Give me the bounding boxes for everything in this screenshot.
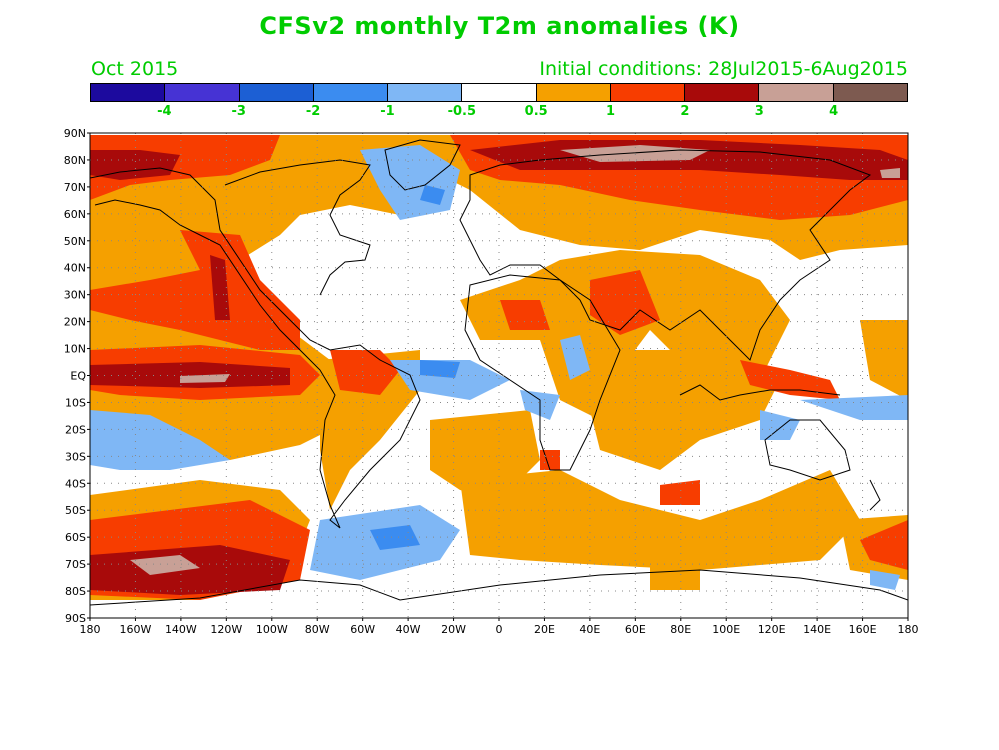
colorbar-label: 0.5 <box>524 104 548 119</box>
longitude-tick-label: 140W <box>165 623 197 636</box>
colorbar-swatch <box>313 84 389 101</box>
longitude-ticks: 180 160W 140W 120W 100W 80W 60W 40W 20W 0 20E 40E 60… <box>80 618 919 636</box>
colorbar-swatch <box>165 84 240 101</box>
latitude-tick-label: 70N <box>64 181 86 194</box>
colorbar-labels: -4 -3 -2 -1 -0.5 0.5 1 2 3 4 <box>90 104 908 122</box>
colorbar-swatch <box>388 84 463 101</box>
anomaly-field <box>90 133 908 618</box>
colorbar-label: -3 <box>231 104 246 119</box>
longitude-tick-label: 60E <box>625 623 646 636</box>
latitude-tick-label: 20S <box>65 423 86 436</box>
anomaly-band-blue <box>370 185 460 550</box>
latitude-tick-label: 40N <box>64 262 86 275</box>
latitude-tick-label: 20N <box>64 316 86 329</box>
latitude-tick-label: 40S <box>65 477 86 490</box>
longitude-tick-label: 40W <box>396 623 421 636</box>
latitude-tick-label: 50N <box>64 235 86 248</box>
colorbar-label: 4 <box>829 104 839 119</box>
colorbar-swatch <box>685 84 760 101</box>
colorbar-swatch <box>833 84 907 101</box>
latitude-tick-label: 60S <box>65 531 86 544</box>
longitude-tick-label: 160W <box>120 623 152 636</box>
longitude-tick-label: 20E <box>534 623 555 636</box>
latitude-tick-label: 80S <box>65 585 86 598</box>
longitude-tick-label: 20W <box>441 623 466 636</box>
colorbar-label: -4 <box>157 104 172 119</box>
colorbar-label: -1 <box>380 104 395 119</box>
colorbar-swatch <box>462 84 537 101</box>
latitude-tick-label: 10S <box>65 396 86 409</box>
colorbar-label: 2 <box>680 104 690 119</box>
longitude-tick-label: 80E <box>670 623 691 636</box>
longitude-tick-label: 160E <box>849 623 877 636</box>
anomaly-band-lightblue <box>90 145 908 590</box>
latitude-tick-label: 30N <box>64 289 86 302</box>
colorbar-swatch <box>759 84 834 101</box>
longitude-tick-label: 100W <box>256 623 288 636</box>
coastlines <box>90 139 908 606</box>
colorbar-swatch <box>536 84 611 101</box>
valid-month-label: Oct 2015 <box>91 58 179 80</box>
latitude-tick-label: 80N <box>64 154 86 167</box>
longitude-tick-label: 120E <box>758 623 786 636</box>
colorbar-label: -2 <box>305 104 321 119</box>
longitude-tick-label: 180 <box>898 623 919 636</box>
initial-conditions-label: Initial conditions: 28Jul2015-6Aug2015 <box>539 58 908 80</box>
longitude-tick-label: 120W <box>210 623 242 636</box>
latitude-tick-label: 50S <box>65 504 86 517</box>
latitude-tick-label: EQ <box>70 370 86 383</box>
latitude-tick-label: 90N <box>64 127 86 140</box>
chart-title: CFSv2 monthly T2m anomalies (K) <box>259 12 740 40</box>
latitude-tick-label: 10N <box>64 343 86 356</box>
colorbar-swatch <box>610 84 686 101</box>
latitude-tick-label: 30S <box>65 450 86 463</box>
latitude-ticks: 90N 80N 70N 60N 50N 40N 30N 20N 10N EQ 10S 20S 30S 40… <box>64 127 90 625</box>
longitude-tick-label: 40E <box>579 623 600 636</box>
colorbar <box>90 83 908 102</box>
latitude-tick-label: 90S <box>65 612 86 625</box>
longitude-tick-label: 180 <box>80 623 101 636</box>
colorbar-swatch <box>239 84 314 101</box>
longitude-tick-label: 0 <box>496 623 503 636</box>
latitude-tick-label: 70S <box>65 558 86 571</box>
longitude-tick-label: 60W <box>350 623 375 636</box>
colorbar-swatch <box>91 84 166 101</box>
colorbar-label: 3 <box>754 104 764 119</box>
longitude-tick-label: 100E <box>712 623 740 636</box>
latitude-tick-label: 60N <box>64 208 86 221</box>
colorbar-label: 1 <box>606 104 616 119</box>
longitude-tick-label: 80W <box>305 623 330 636</box>
anomaly-band-brown <box>130 145 900 575</box>
colorbar-label: -0.5 <box>447 104 477 119</box>
longitude-tick-label: 140E <box>803 623 831 636</box>
